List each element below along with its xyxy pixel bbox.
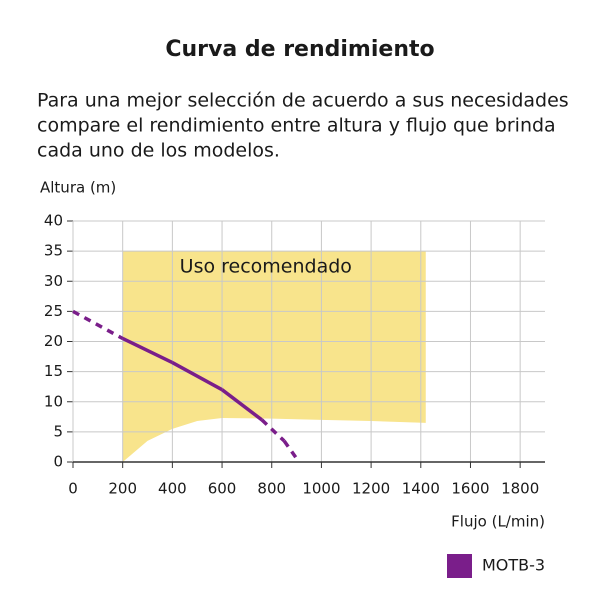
y-axis-label: Altura (m) [40, 179, 116, 197]
y-tick-label: 40 [44, 212, 63, 230]
subtitle-line: cada uno de los modelos. [37, 140, 280, 162]
x-axis-label: Flujo (L/min) [451, 513, 545, 531]
y-tick-label: 30 [44, 272, 63, 290]
x-tick-label: 1600 [451, 480, 489, 498]
y-tick-label: 25 [44, 302, 63, 320]
chart-title: Curva de rendimiento [165, 37, 434, 62]
x-tick-label: 400 [158, 480, 187, 498]
series-line [220, 388, 263, 422]
series-line [72, 309, 124, 341]
recommended-zone [122, 251, 426, 462]
y-tick-label: 35 [44, 242, 63, 260]
series-line [282, 439, 301, 464]
y-tick-label: 20 [44, 332, 63, 350]
x-tick-label: 1200 [352, 480, 390, 498]
x-tick-label: 1800 [501, 480, 539, 498]
y-tick-label: 5 [53, 422, 63, 440]
subtitle-line: compare el rendimiento entre altura y fl… [37, 115, 556, 137]
x-tick-label: 1000 [302, 480, 340, 498]
y-tick-label: 10 [44, 392, 63, 410]
series-line [260, 418, 286, 443]
x-tick-label: 0 [68, 480, 78, 498]
y-tick-label: 0 [53, 453, 63, 471]
x-tick-label: 800 [257, 480, 286, 498]
legend-swatch [447, 554, 472, 578]
zone-label: Uso recomendado [180, 256, 352, 278]
legend-label: MOTB-3 [482, 556, 545, 575]
subtitle-line: Para una mejor selección de acuerdo a su… [37, 90, 569, 112]
x-tick-label: 200 [108, 480, 137, 498]
x-tick-label: 1400 [402, 480, 440, 498]
x-tick-label: 600 [208, 480, 237, 498]
y-tick-label: 15 [44, 362, 63, 380]
series-line [121, 336, 174, 365]
series-line [171, 361, 223, 392]
